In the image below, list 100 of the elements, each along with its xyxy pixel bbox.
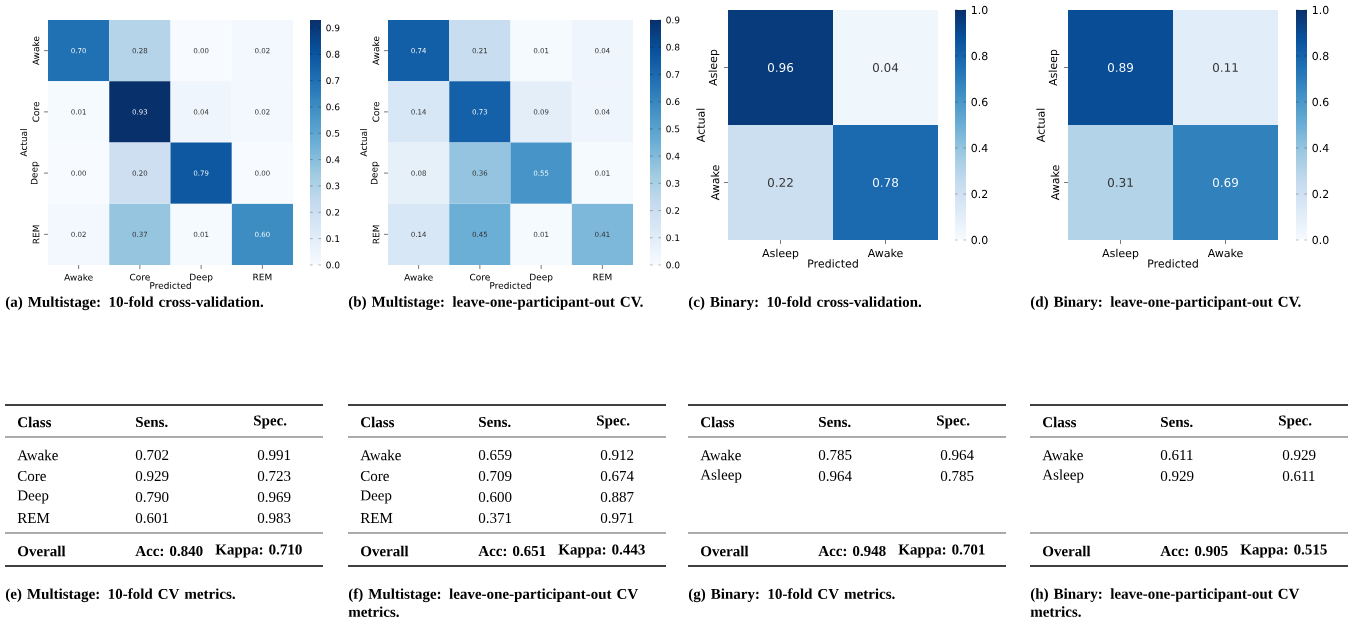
y-axis-title: Actual — [696, 108, 705, 143]
text: (h) Binary: leave-one-participant-out CV metrics. — [1030, 588, 1300, 617]
y-tick-label: Awake — [32, 36, 40, 66]
color-bar-label: 0.8 — [1312, 51, 1329, 61]
color-bar-label: 0.6 — [326, 103, 340, 111]
text: Acc: 0.840 — [135, 545, 203, 557]
text: 0.790 — [135, 491, 169, 503]
data-label: 0.04 — [872, 62, 899, 73]
x-tick-label: Awake — [867, 248, 903, 258]
color-bar-label: 0.3 — [326, 182, 340, 190]
color-bar-label: 0.8 — [326, 50, 340, 58]
color-bar-label: 0.8 — [666, 43, 680, 51]
text: (g) Binary: 10-fold CV metrics. — [688, 588, 895, 603]
text: 0.969 — [257, 491, 291, 503]
y-tick-label: Core — [32, 101, 40, 122]
text: 0.912 — [600, 449, 634, 461]
text: 0.785 — [818, 449, 852, 461]
color-bar-label: 0.3 — [666, 179, 680, 187]
x-axis-title: Predicted — [1148, 259, 1198, 268]
color-bar-label: 0.0 — [971, 235, 988, 245]
color-bar-label: 0.4 — [666, 152, 680, 160]
color-bar-label: 0.5 — [666, 125, 680, 133]
color-bar-label: 0.9 — [666, 16, 680, 24]
text: 0.785 — [940, 470, 974, 482]
category-label: Sens. — [479, 416, 511, 428]
y-axis-title: Actual — [1036, 108, 1045, 143]
y-tick-label: Deep — [370, 161, 380, 185]
color-bar-label: 0.0 — [666, 261, 680, 269]
text: 0.600 — [478, 491, 512, 503]
category-label: Spec. — [937, 415, 970, 429]
category-label: Sens. — [136, 416, 168, 428]
text: 0.371 — [478, 512, 512, 524]
color-bar-label: 0.2 — [326, 208, 340, 216]
color-bar-label: 0.2 — [971, 189, 988, 199]
color-bar-label: 0.8 — [971, 51, 988, 61]
text: 0.964 — [940, 449, 974, 461]
text: 0.702 — [135, 449, 169, 461]
text: 0.611 — [1160, 449, 1193, 461]
x-tick-label: Awake — [1207, 248, 1243, 258]
text: 0.991 — [257, 449, 291, 461]
x-tick-label: Asleep — [762, 248, 799, 260]
color-bar-label: 1.0 — [971, 5, 988, 15]
text: Kappa: 0.710 — [215, 544, 302, 558]
data-label: 0.69 — [1212, 177, 1239, 188]
text: 0.601 — [135, 512, 169, 524]
x-tick-label: Core — [469, 273, 490, 281]
text: 0.674 — [600, 470, 634, 482]
color-bar-label: 0.6 — [666, 98, 680, 106]
text: 0.983 — [257, 512, 291, 524]
text: Kappa: 0.443 — [558, 544, 645, 558]
x-axis-title: Predicted — [808, 259, 858, 268]
color-bar-label: 0.6 — [971, 97, 988, 107]
data-label: 0.31 — [1107, 177, 1133, 188]
text: Class — [18, 416, 52, 428]
y-tick-label: REM — [372, 225, 380, 244]
x-tick-label: Deep — [190, 273, 213, 283]
text: Acc: 0.905 — [1160, 545, 1228, 557]
color-bar-label: 0.4 — [1312, 143, 1329, 153]
color-bar-label: 0.5 — [326, 129, 340, 137]
data-label: 0.22 — [767, 177, 793, 188]
text: 0.659 — [478, 449, 512, 461]
text: Kappa: 0.701 — [898, 544, 985, 558]
category-label: Sens. — [1161, 416, 1193, 428]
y-axis-title: Actual — [360, 129, 368, 157]
text: (a) Multistage: 10-fold cross-validation. — [5, 296, 264, 311]
data-label: 0.89 — [1107, 62, 1134, 73]
text: 0.929 — [1160, 470, 1194, 482]
y-axis-title: Actual — [20, 129, 28, 157]
text: (f) Multistage: leave-one-participant-out CV metrics. — [348, 588, 639, 618]
text: 0.929 — [1282, 449, 1316, 461]
text: Class — [1043, 416, 1077, 428]
text: Acc: 0.948 — [818, 545, 886, 557]
text: Overall — [361, 545, 409, 557]
color-bar-label: 0.7 — [326, 77, 340, 84]
text: (d) Binary: leave-one-participant-out CV. — [1030, 296, 1301, 310]
category-label: Spec. — [1279, 415, 1312, 429]
x-tick-label: REM — [593, 273, 612, 281]
text: Overall — [1043, 545, 1091, 557]
text: Class — [361, 416, 395, 428]
data-label: 0.96 — [767, 62, 794, 73]
color-bar-label: 0.0 — [326, 261, 340, 269]
x-tick-label: REM — [253, 273, 272, 281]
text: Acc: 0.651 — [478, 545, 546, 557]
text: Kappa: 0.515 — [1240, 544, 1327, 558]
y-tick-label: Core — [372, 101, 380, 122]
x-tick-label: Awake — [404, 273, 433, 281]
text: 0.929 — [135, 470, 169, 482]
color-bar-label: 0.9 — [326, 24, 340, 32]
text: Overall — [701, 545, 749, 557]
x-tick-label: Asleep — [1102, 248, 1139, 260]
x-axis-title: Predicted — [490, 281, 531, 289]
x-tick-label: Deep — [530, 273, 553, 283]
text: 0.971 — [600, 512, 634, 524]
color-bar-label: 0.7 — [666, 71, 680, 78]
y-tick-label: Deep — [30, 161, 40, 185]
category-label: Awake — [1042, 449, 1083, 461]
text: Class — [701, 416, 735, 428]
y-tick-label: REM — [32, 225, 40, 244]
data-label: 0.78 — [872, 177, 899, 188]
text: (e) Multistage: 10-fold CV metrics. — [5, 588, 235, 603]
